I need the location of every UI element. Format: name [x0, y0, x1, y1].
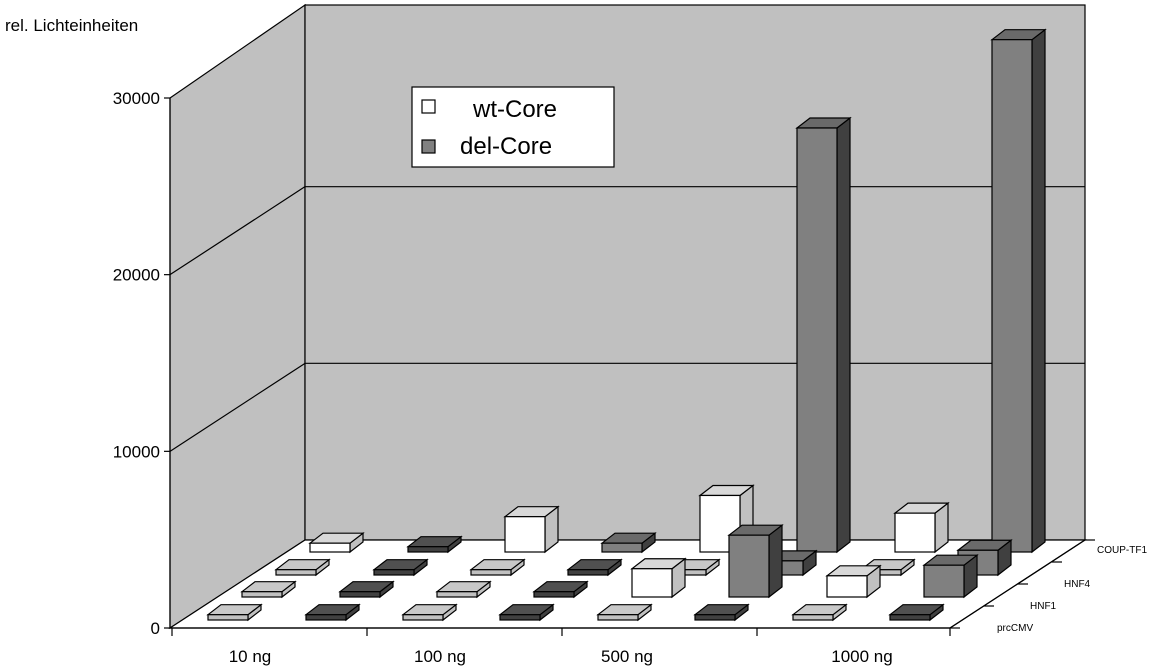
bar-wt-core-front [632, 569, 672, 597]
bar-del-core-front [408, 547, 448, 552]
bar-wt-core-front [598, 615, 638, 620]
bar-del-core-front [568, 570, 608, 575]
bar-wt-core [632, 559, 685, 597]
bar-del-core-front [924, 565, 964, 597]
x-category-label: 1000 ng [831, 647, 892, 666]
bar-del-core-front [695, 615, 735, 620]
bar-del-core-front [797, 128, 837, 552]
bar-wt-core-front [437, 592, 477, 597]
legend-swatch-del-core [422, 140, 435, 153]
x-axis: 10 ng 100 ng 500 ng 1000 ng [170, 628, 950, 666]
x-category-label: 500 ng [601, 647, 653, 666]
bar-wt-core [827, 566, 880, 597]
bar-del-core [797, 118, 850, 552]
y-tick-label: 10000 [113, 442, 160, 461]
bar-del-core-front [602, 543, 642, 552]
depth-series-label: HNF1 [1030, 601, 1057, 612]
legend-label-wt-core: wt-Core [472, 96, 557, 123]
y-tick-label: 30000 [113, 89, 160, 108]
bar-del-core-side [769, 525, 782, 597]
bar-del-core [729, 525, 782, 597]
y-tick-label: 0 [151, 619, 160, 638]
bar-del-core-front [306, 615, 346, 620]
bar-wt-core-front [403, 615, 443, 620]
bar-wt-core-front [895, 513, 935, 552]
bar-del-core-front [340, 592, 380, 597]
y-tick-label: 20000 [113, 266, 160, 285]
left-wall [170, 5, 305, 628]
bar-wt-core-front [208, 615, 248, 620]
bar-wt-core [505, 507, 558, 552]
depth-series-label: prcCMV [997, 623, 1033, 634]
bar-wt-core-front [242, 592, 282, 597]
bar-del-core-front [534, 592, 574, 597]
legend-swatch-wt-core [422, 100, 435, 113]
bar-del-core-side [1032, 30, 1045, 552]
bar-del-core-front [374, 570, 414, 575]
legend-label-del-core: del-Core [460, 133, 552, 160]
bar-wt-core-front [276, 570, 316, 575]
depth-series-label: COUP-TF1 [1097, 545, 1147, 556]
bar-wt-core-front [505, 517, 545, 552]
back-wall [305, 5, 1085, 540]
depth-series-label: HNF4 [1064, 579, 1091, 590]
bar-del-core [924, 555, 977, 597]
bar-del-core-front [890, 615, 930, 620]
bar-del-core-side [837, 118, 850, 552]
bar-del-core-front [500, 615, 540, 620]
y-axis-label: rel. Lichteinheiten [5, 16, 138, 35]
x-category-label: 100 ng [414, 647, 466, 666]
bar-del-core-front [992, 40, 1032, 552]
y-axis-ticks: 0 10000 20000 30000 [113, 89, 170, 638]
bar-wt-core-front [471, 570, 511, 575]
bar-del-core [992, 30, 1045, 552]
legend: wt-Core del-Core [412, 87, 614, 167]
bar-del-core-front [729, 535, 769, 597]
bar-wt-core-front [793, 615, 833, 620]
bar-wt-core-front [827, 576, 867, 597]
x-category-label: 10 ng [229, 647, 272, 666]
bar-wt-core-front [310, 543, 350, 552]
bar-wt-core [895, 503, 948, 552]
